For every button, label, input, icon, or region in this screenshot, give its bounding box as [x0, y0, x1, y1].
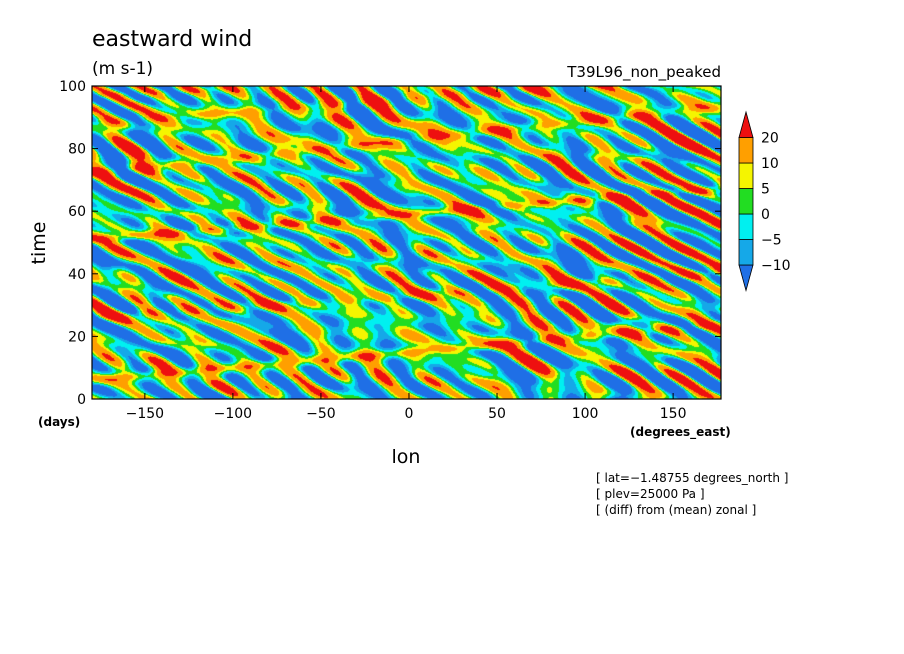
- note-diff: [ (diff) from (mean) zonal ]: [596, 503, 756, 517]
- y-tick-label: 0: [77, 392, 86, 408]
- x-tick-label: −150: [126, 406, 164, 422]
- colorbar-swatch: [738, 239, 754, 266]
- y-tick-label: 20: [68, 329, 86, 345]
- x-tick-label: −100: [214, 406, 252, 422]
- note-plev: [ plev=25000 Pa ]: [596, 487, 705, 501]
- y-tick-label: 100: [59, 79, 86, 95]
- y-tick-label: 40: [68, 267, 86, 283]
- x-axis-label: lon: [392, 446, 421, 468]
- colorbar-swatch: [738, 213, 754, 240]
- colorbar-swatch: [738, 110, 754, 138]
- x-tick-label: 100: [572, 406, 599, 422]
- y-tick-label: 80: [68, 142, 86, 158]
- y-units: (days): [38, 415, 80, 429]
- wind-field: [92, 86, 721, 399]
- x-axis: −150 −100 −50 0 50 100 150: [126, 86, 687, 422]
- colorbar-swatch: [738, 137, 754, 164]
- plot-area: [92, 86, 721, 399]
- x-tick-label: −50: [306, 406, 336, 422]
- plot-frame: [91, 85, 722, 400]
- colorbar-swatch: [738, 264, 754, 293]
- experiment-label: T39L96_non_peaked: [566, 63, 721, 82]
- colorbar: −10 −5 0 5 10 20: [738, 110, 791, 293]
- y-axis: 0 20 40 60 80 100: [59, 79, 721, 408]
- colorbar-swatch: [738, 188, 754, 215]
- colorbar-swatch: [738, 162, 754, 189]
- y-axis-label: time: [28, 222, 50, 265]
- colorbar-label: −10: [761, 258, 791, 274]
- chart-units: (m s-1): [92, 59, 153, 79]
- x-tick-label: 50: [488, 406, 506, 422]
- colorbar-label: 5: [761, 182, 770, 198]
- x-tick-label: 150: [660, 406, 687, 422]
- chart-title: eastward wind: [92, 27, 252, 52]
- x-tick-label: 0: [405, 406, 414, 422]
- colorbar-label: 0: [761, 207, 770, 223]
- y-tick-label: 60: [68, 204, 86, 220]
- note-lat: [ lat=−1.48755 degrees_north ]: [596, 471, 788, 485]
- x-units: (degrees_east): [630, 425, 731, 440]
- colorbar-label: 20: [761, 131, 779, 147]
- colorbar-label: −5: [761, 233, 782, 249]
- colorbar-label: 10: [761, 156, 779, 172]
